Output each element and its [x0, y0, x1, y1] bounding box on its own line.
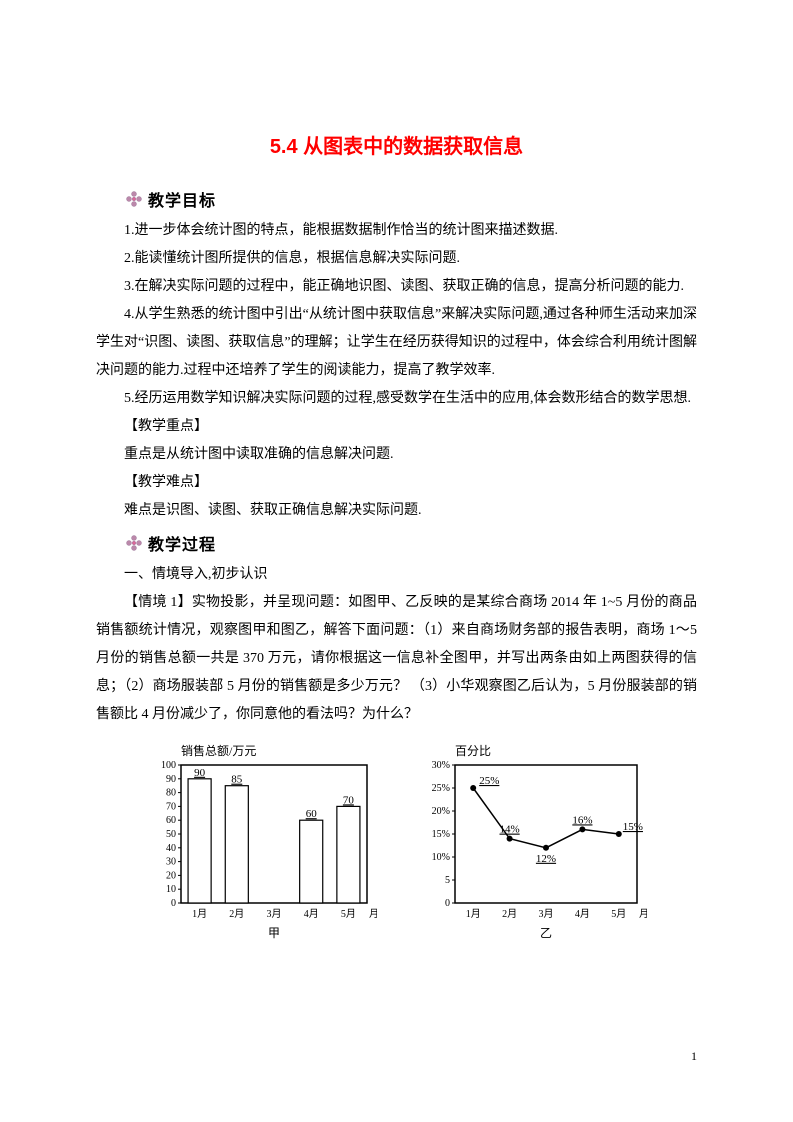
svg-text:16%: 16% [572, 814, 592, 826]
svg-text:4月: 4月 [303, 908, 318, 920]
line-chart: 百分比 0 5 10% 15% 20% 25% 30% 25% 1月 14% 2月 12% 3月 16% 4月… [417, 741, 647, 946]
svg-text:5: 5 [445, 875, 450, 886]
svg-text:3月: 3月 [266, 908, 281, 920]
section-objectives-head: 教学目标 [124, 187, 697, 211]
svg-text:25%: 25% [479, 775, 499, 787]
svg-text:甲: 甲 [267, 926, 279, 940]
svg-text:4月: 4月 [574, 908, 589, 920]
svg-text:30%: 30% [431, 760, 449, 771]
flower-icon [124, 533, 144, 553]
svg-text:100: 100 [161, 760, 176, 771]
svg-text:14%: 14% [499, 824, 519, 836]
charts-row: 销售总额/万元0102030405060708090100901月852月3月6… [96, 741, 697, 946]
svg-text:1月: 1月 [465, 908, 480, 920]
svg-text:0: 0 [445, 898, 450, 909]
svg-text:30: 30 [166, 857, 176, 868]
para-5: 5.经历运用数学知识解决实际问题的过程,感受数学在生活中的应用,体会数形结合的数… [96, 385, 697, 413]
para-2: 2.能读懂统计图所提供的信息，根据信息解决实际问题. [96, 245, 697, 273]
svg-text:1月: 1月 [192, 908, 207, 920]
key-point-head: 【教学重点】 [96, 413, 697, 441]
svg-text:50: 50 [166, 829, 176, 840]
svg-text:90: 90 [166, 774, 176, 785]
page-number: 1 [691, 1049, 697, 1064]
svg-text:5月: 5月 [611, 908, 626, 920]
svg-text:60: 60 [305, 808, 317, 820]
svg-text:80: 80 [166, 788, 176, 799]
flower-icon [124, 189, 144, 209]
svg-text:百分比: 百分比 [455, 744, 491, 758]
section-process-label: 教学过程 [148, 531, 216, 555]
svg-text:15%: 15% [431, 829, 449, 840]
svg-text:20: 20 [166, 870, 176, 881]
svg-text:40: 40 [166, 843, 176, 854]
svg-text:10%: 10% [431, 852, 449, 863]
svg-text:月份: 月份 [369, 908, 377, 920]
svg-text:2月: 2月 [502, 908, 517, 920]
svg-text:10: 10 [166, 884, 176, 895]
svg-text:12%: 12% [535, 853, 555, 865]
key-point-body: 重点是从统计图中读取准确的信息解决问题. [96, 441, 697, 469]
svg-text:乙: 乙 [539, 926, 551, 940]
diff-point-body: 难点是识图、读图、获取正确信息解决实际问题. [96, 497, 697, 525]
svg-text:20%: 20% [431, 806, 449, 817]
section-objectives-label: 教学目标 [148, 187, 216, 211]
svg-text:2月: 2月 [229, 908, 244, 920]
para-3: 3.在解决实际问题的过程中，能正确地识图、读图、获取正确的信息，提高分析问题的能… [96, 273, 697, 301]
page-title: 5.4 从图表中的数据获取信息 [96, 130, 697, 159]
step-1: 一、情境导入,初步认识 [96, 561, 697, 589]
svg-text:85: 85 [231, 774, 243, 786]
svg-text:25%: 25% [431, 783, 449, 794]
svg-text:月份: 月份 [639, 908, 647, 920]
section-process-head: 教学过程 [124, 531, 697, 555]
scene-1: 【情境 1】实物投影，并呈现问题：如图甲、乙反映的是某综合商场 2014 年 1… [96, 589, 697, 729]
svg-text:90: 90 [194, 767, 206, 779]
svg-text:70: 70 [342, 794, 354, 806]
svg-text:销售总额/万元: 销售总额/万元 [181, 743, 256, 758]
svg-text:15%: 15% [622, 821, 642, 833]
bar-chart: 销售总额/万元 0 10 20 30 40 50 60 70 80 90 100 90 1月 85 2月 3月 6… [147, 741, 377, 946]
svg-text:60: 60 [166, 815, 176, 826]
para-1: 1.进一步体会统计图的特点，能根据数据制作恰当的统计图来描述数据. [96, 217, 697, 245]
svg-text:0: 0 [171, 898, 176, 909]
svg-text:5月: 5月 [340, 908, 355, 920]
svg-text:70: 70 [166, 801, 176, 812]
svg-text:3月: 3月 [538, 908, 553, 920]
para-4: 4.从学生熟悉的统计图中引出“从统计图中获取信息”来解决实际问题,通过各种师生活… [96, 301, 697, 385]
diff-point-head: 【教学难点】 [96, 469, 697, 497]
